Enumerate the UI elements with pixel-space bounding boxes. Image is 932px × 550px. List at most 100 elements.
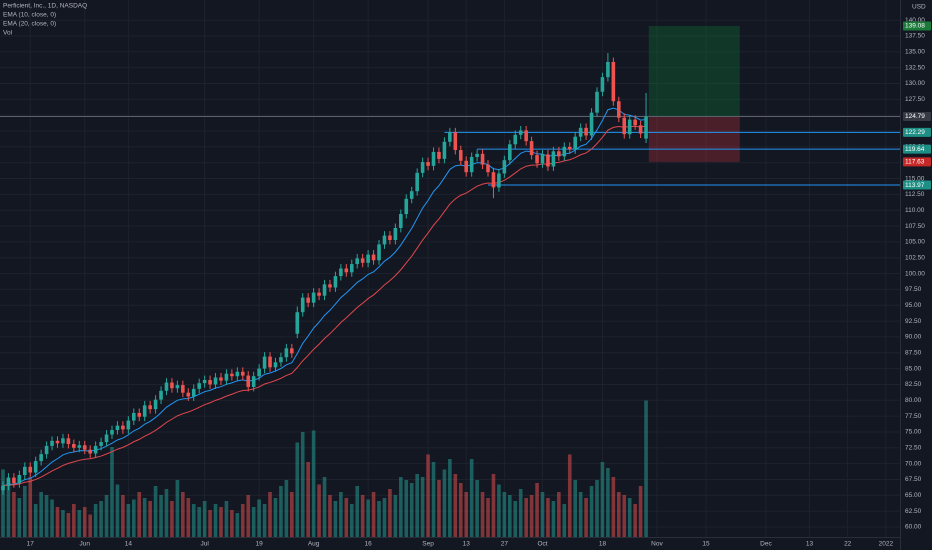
y-tick-label: 62.50 (905, 508, 922, 515)
y-tick-label: 107.50 (905, 223, 925, 230)
candle-body (622, 117, 627, 135)
volume-bar (208, 510, 212, 537)
volume-bar (508, 495, 512, 537)
volume-bar (633, 504, 637, 537)
volume-bar (393, 495, 398, 537)
candle-body (322, 284, 327, 296)
candle-body (562, 146, 567, 157)
y-tick-label: 140.00 (905, 17, 925, 24)
x-tick-label: 27 (501, 541, 509, 548)
candle-body (644, 116, 648, 139)
candle-body (557, 151, 561, 157)
volume-bar (317, 484, 321, 537)
volume-bar (284, 480, 289, 537)
price-label-box (903, 144, 931, 154)
candle-body (12, 477, 16, 484)
price-label-box (903, 180, 931, 190)
volume-bar (644, 400, 648, 537)
candle-body (437, 151, 441, 159)
volume-bar (502, 492, 507, 537)
volume-bar (224, 501, 229, 537)
volume-bar (12, 492, 16, 537)
volume-bar (469, 459, 474, 537)
candle-body (300, 297, 305, 313)
volume-bar (420, 477, 425, 537)
candle-body (104, 434, 109, 443)
candle-body (268, 356, 272, 368)
x-tick-label: 15 (702, 541, 710, 548)
candle-body (17, 475, 22, 484)
candle-body (513, 134, 518, 145)
volume-bar (399, 477, 403, 537)
candle-body (44, 445, 49, 455)
candle-body (567, 146, 572, 150)
price-label: 117.63 (905, 159, 925, 166)
y-tick-label: 112.50 (905, 191, 925, 198)
volume-bar (426, 454, 430, 537)
volume-bar (606, 468, 610, 537)
candle-body (251, 376, 256, 387)
volume-bar (202, 501, 207, 537)
candle-body (191, 388, 196, 397)
candle-body (219, 377, 223, 381)
candle-body (257, 368, 261, 377)
y-tick-label: 100.00 (905, 270, 925, 277)
candle-body (77, 445, 82, 448)
volume-bar (6, 480, 11, 537)
candle-body (448, 132, 452, 142)
y-tick-label: 67.50 (905, 476, 922, 483)
legend-item: EMA (20, close, 0) (3, 21, 56, 28)
y-tick-label: 102.50 (905, 254, 925, 261)
y-tick-label: 72.50 (905, 445, 922, 452)
candle-body (600, 77, 605, 92)
volume-bar (377, 501, 381, 537)
candle-body (317, 292, 321, 296)
candle-body (28, 466, 33, 473)
x-tick-label: 2022 (879, 541, 894, 548)
candle-body (344, 268, 349, 273)
volume-bar (50, 499, 54, 537)
volume-bar (77, 510, 82, 537)
x-tick-label: 19 (256, 541, 264, 548)
candle-body (6, 477, 11, 486)
volume-bar (28, 477, 33, 537)
candle-body (284, 348, 289, 358)
volume-bar (290, 492, 294, 537)
volume-bar (600, 462, 605, 537)
candle-body (431, 151, 436, 166)
volume-bar (540, 492, 545, 537)
volume-bar (442, 469, 447, 537)
candle-body (33, 461, 38, 473)
volume-bar (93, 504, 98, 537)
volume-bar (589, 486, 594, 537)
candle-body (328, 284, 332, 288)
volume-bar (611, 477, 616, 537)
candle-body (61, 438, 65, 444)
volume-bar (366, 499, 370, 537)
volume-bar (306, 462, 310, 537)
candle-body (453, 132, 458, 151)
x-tick-label: 22 (844, 541, 852, 548)
volume-bar (573, 480, 578, 537)
y-tick-label: 70.00 (905, 460, 922, 467)
y-tick-label: 80.00 (905, 397, 922, 404)
volume-bar (213, 504, 218, 537)
candle-body (148, 405, 152, 410)
volume-bar (235, 513, 240, 537)
volume-bar (61, 510, 65, 537)
candle-body (584, 127, 588, 136)
y-tick-label: 137.50 (905, 33, 925, 40)
candle-body (273, 362, 278, 368)
candle-body (235, 371, 240, 377)
y-tick-label: 130.00 (905, 80, 925, 87)
volume-bar (72, 504, 76, 537)
volume-bar (88, 514, 92, 537)
volume-bar (148, 501, 152, 537)
volume-bar (486, 498, 490, 537)
candle-body (153, 399, 158, 410)
candle-body (578, 127, 583, 137)
y-tick-label: 82.50 (905, 381, 922, 388)
volume-bar (142, 498, 147, 537)
candle-body (627, 119, 632, 135)
candle-body (502, 160, 507, 174)
